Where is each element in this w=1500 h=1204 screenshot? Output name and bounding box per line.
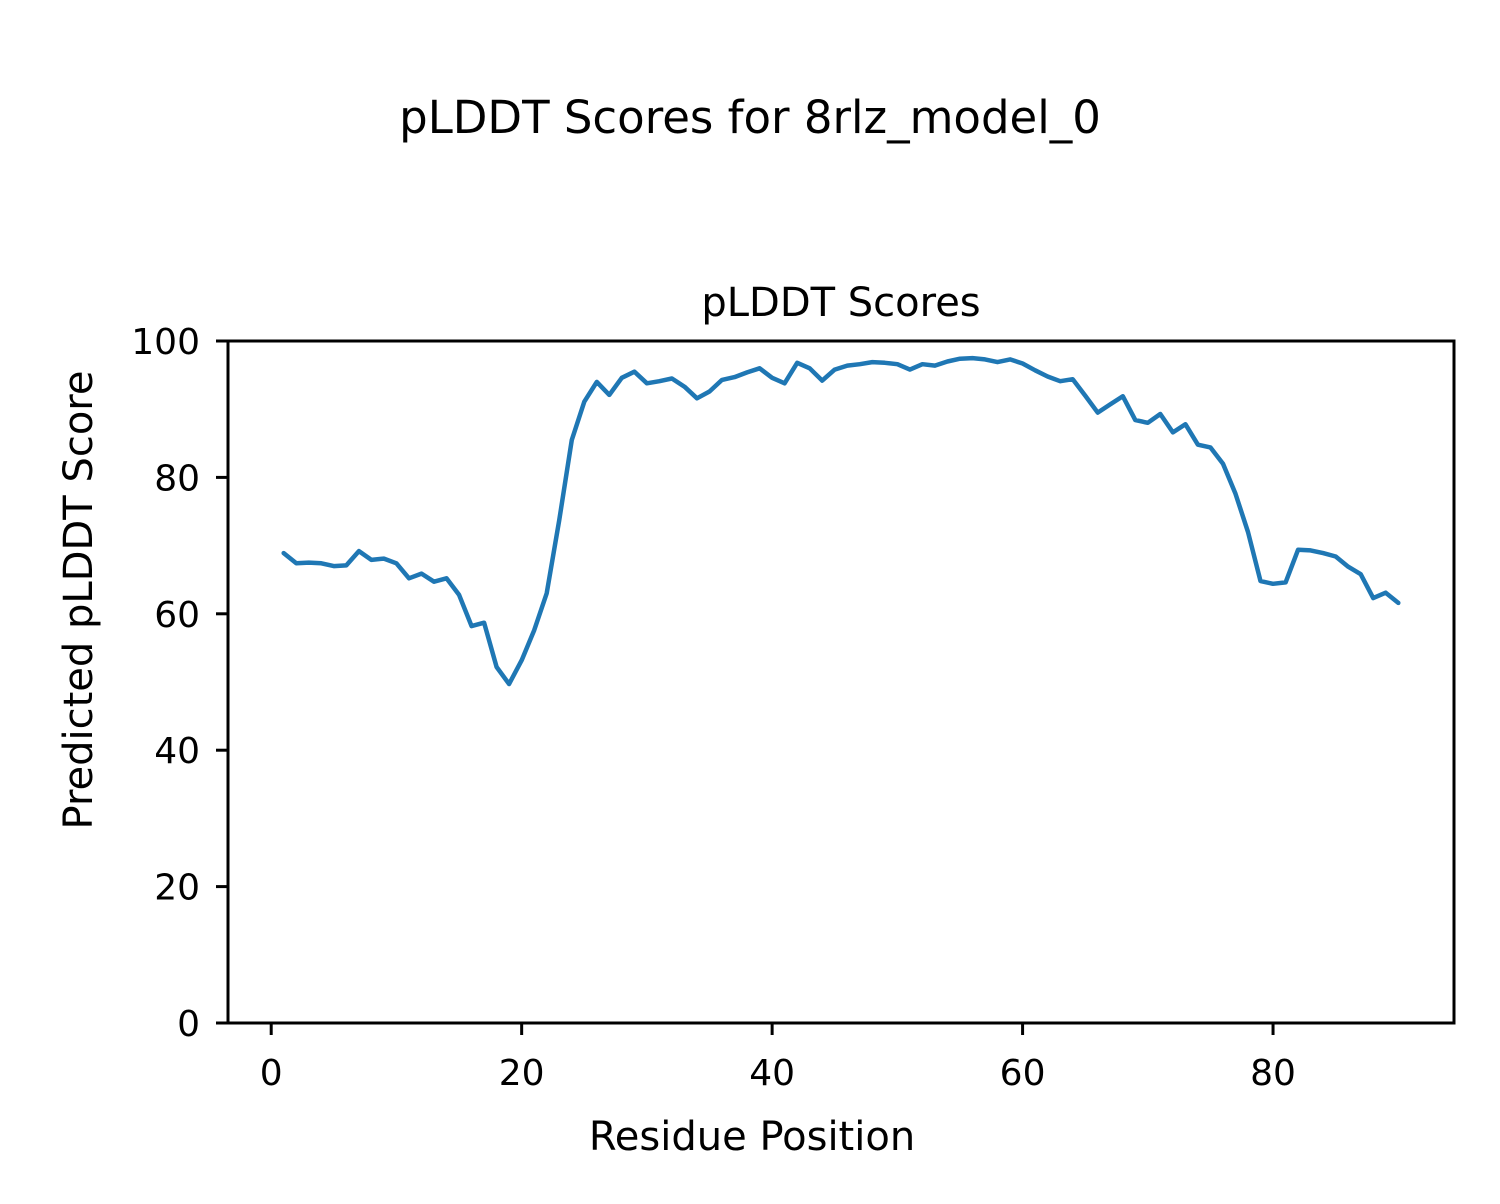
y-tick-label: 0 xyxy=(177,1004,200,1045)
x-tick-label: 20 xyxy=(499,1053,545,1094)
y-tick-label: 100 xyxy=(131,322,200,363)
plddt-score-line xyxy=(281,355,1401,687)
axes-title: pLDDT Scores xyxy=(701,280,980,326)
x-axis-ticks: 0 20 40 60 80 xyxy=(260,1023,1296,1094)
y-axis-label: Predicted pLDDT Score xyxy=(56,371,102,830)
x-tick-label: 60 xyxy=(1000,1053,1046,1094)
y-tick-label: 40 xyxy=(154,731,200,772)
x-tick-label: 80 xyxy=(1250,1053,1296,1094)
y-axis-ticks: 0 20 40 60 80 100 xyxy=(131,322,228,1045)
y-tick-label: 60 xyxy=(154,595,200,636)
x-axis-label: Residue Position xyxy=(589,1114,915,1160)
plot-border xyxy=(226,339,1456,1025)
figure-suptitle: pLDDT Scores for 8rlz_model_0 xyxy=(399,91,1101,144)
x-tick-label: 0 xyxy=(260,1053,283,1094)
x-tick-label: 40 xyxy=(749,1053,795,1094)
y-tick-label: 80 xyxy=(154,458,200,499)
y-tick-label: 20 xyxy=(154,868,200,909)
